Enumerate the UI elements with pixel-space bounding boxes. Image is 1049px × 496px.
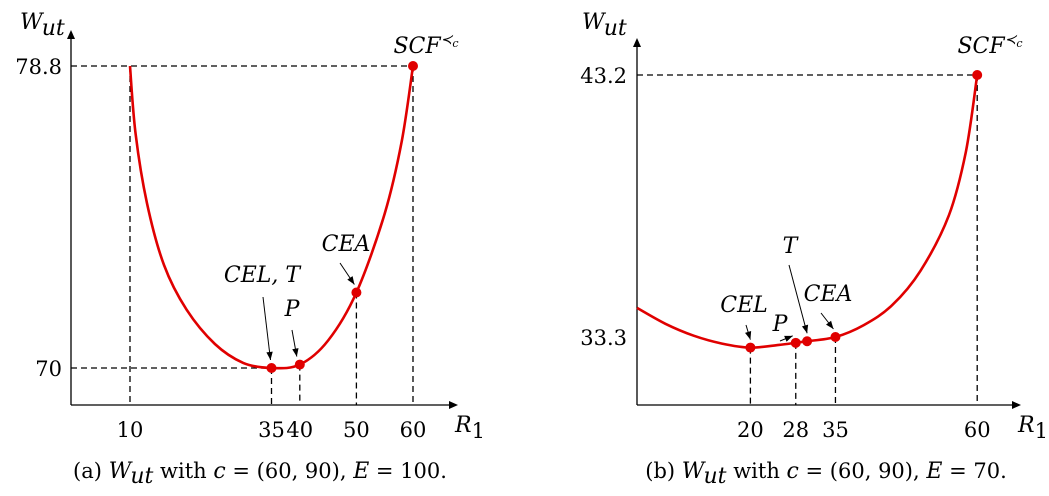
chart-a-point [408, 61, 418, 71]
label-cel-arrowhead [745, 331, 752, 340]
chart-b-y-arrowhead [633, 38, 641, 47]
chart-a-ticks: 10 35 40 50 60 70 78.8 [15, 55, 426, 442]
chart-a-y-tick: 78.8 [15, 55, 62, 79]
chart-b-ylabel: Wut [582, 10, 627, 41]
chart-b-point [745, 342, 756, 353]
label-cea: CEA [322, 232, 371, 257]
label-t: T [783, 234, 800, 259]
label-cea-arrowhead [347, 276, 355, 285]
chart-a-x-arrowhead [449, 401, 458, 409]
label-p-arrowhead [784, 335, 793, 342]
chart-b-point [790, 337, 801, 348]
chart-a-x-tick: 10 [117, 418, 144, 442]
chart-a-ylabel: Wut [20, 10, 65, 41]
chart-b-point [802, 336, 813, 347]
chart-b-guides [637, 74, 978, 405]
chart-a-x-tick: 40 [286, 418, 313, 442]
chart-a-x-tick: 50 [343, 418, 370, 442]
label-p: P [284, 297, 301, 322]
label-cel-t: CEL, T [224, 263, 302, 288]
label-cea-arrowhead [826, 320, 834, 329]
chart-b-point [830, 332, 841, 342]
chart-b-x-tick: 60 [964, 418, 991, 442]
label-scf: SCF≺c [957, 32, 1022, 59]
label-cel-t-arrowhead [266, 351, 273, 360]
label-cea: CEA [804, 282, 853, 307]
chart-a-series-line [128, 65, 415, 370]
chart-b-x-tick: 28 [782, 418, 809, 442]
label-cel-t-arrow [262, 296, 271, 361]
label-p: P [772, 312, 789, 337]
chart-a-xlabel: R1 [454, 413, 485, 443]
chart-b-x-arrowhead [1012, 401, 1021, 409]
label-p-arrowhead [292, 348, 299, 357]
chart-a-point [266, 363, 277, 373]
chart-b-points [745, 70, 983, 353]
chart-a-point-labels: CEL, T P CEA SCF≺c [224, 32, 459, 361]
chart-a-caption: (a) Wut with c = (60, 90), E = 100. [73, 459, 447, 489]
chart-a-points [266, 61, 418, 373]
chart-b-ticks: 20 28 35 60 33.3 43.2 [580, 64, 990, 442]
chart-b-x-tick: 35 [822, 418, 849, 442]
chart-b-caption: (b) Wut with c = (60, 90), E = 70. [645, 459, 1007, 489]
chart-b-y-tick: 43.2 [580, 64, 627, 88]
chart-a-x-tick: 35 [258, 418, 285, 442]
label-scf: SCF≺c [393, 32, 458, 59]
label-t-arrowhead [801, 324, 809, 334]
chart-a-x-tick: 60 [400, 418, 427, 442]
chart-b-xlabel: R1 [1017, 413, 1048, 443]
chart-b-y-tick: 33.3 [580, 326, 627, 350]
chart-a-guides [71, 65, 414, 405]
chart-a-y-arrowhead [67, 30, 75, 39]
chart-b-x-tick: 20 [737, 418, 764, 442]
chart-b-point [972, 70, 983, 80]
chart-a-point [294, 359, 305, 370]
label-t-arrow [788, 264, 808, 334]
chart-a-y-tick: 70 [35, 357, 62, 381]
chart-a-point [351, 287, 362, 298]
label-cel: CEL [720, 293, 768, 318]
